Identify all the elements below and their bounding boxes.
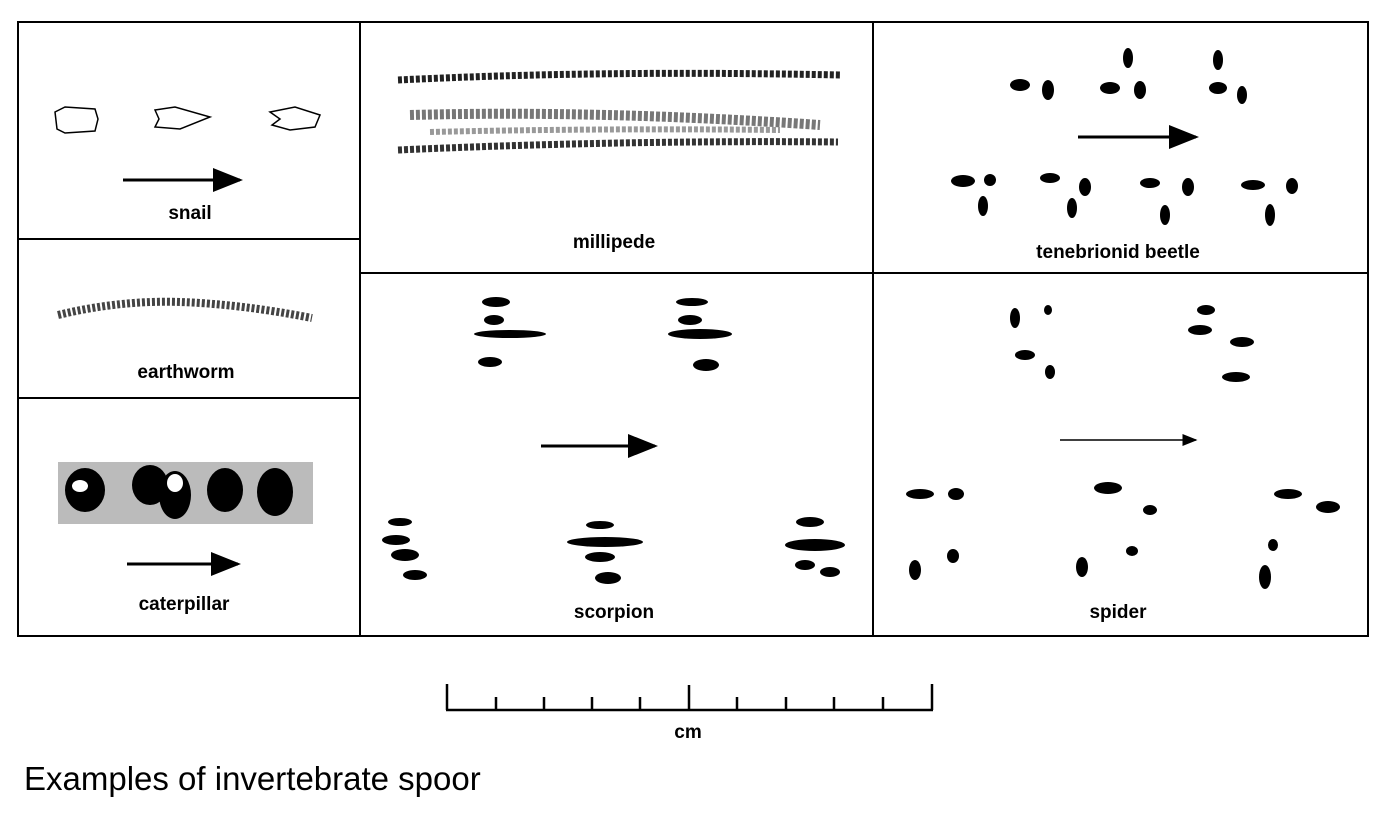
scale-bar (445, 684, 934, 712)
earthworm-track (57, 297, 313, 322)
caterpillar-track (58, 462, 313, 524)
label-snail: snail (168, 203, 212, 224)
label-caterpillar: caterpillar (138, 594, 230, 615)
panel-grid (17, 21, 1369, 637)
beetle-tracks (951, 48, 1298, 226)
scale-unit: cm (674, 722, 702, 743)
snail-tracks (54, 106, 322, 134)
millipede-track (397, 69, 841, 154)
label-scorpion: scorpion (573, 602, 655, 623)
scorpion-tracks (382, 297, 845, 584)
figure-caption: Examples of invertebrate spoor (24, 760, 481, 797)
label-millipede: millipede (572, 232, 656, 253)
label-spider: spider (1089, 602, 1147, 623)
spider-tracks (906, 305, 1340, 589)
label-earthworm: earthworm (137, 362, 235, 383)
label-tenebrionid-beetle: tenebrionid beetle (1036, 242, 1200, 263)
